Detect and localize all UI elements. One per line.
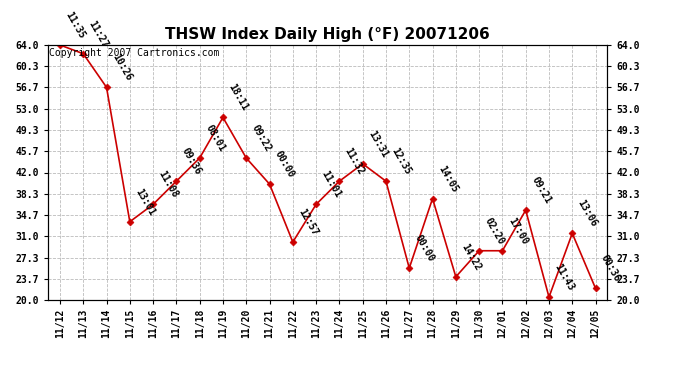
Text: 00:00: 00:00 xyxy=(273,149,297,180)
Text: 09:22: 09:22 xyxy=(250,123,273,153)
Text: 11:01: 11:01 xyxy=(319,169,343,200)
Text: 14:22: 14:22 xyxy=(460,242,483,272)
Text: 09:21: 09:21 xyxy=(529,175,553,206)
Text: 13:01: 13:01 xyxy=(133,187,157,217)
Text: Copyright 2007 Cartronics.com: Copyright 2007 Cartronics.com xyxy=(50,48,220,57)
Text: 11:43: 11:43 xyxy=(553,262,576,292)
Text: 12:57: 12:57 xyxy=(296,207,319,237)
Text: 10:26: 10:26 xyxy=(110,52,133,82)
Text: 13:31: 13:31 xyxy=(366,129,390,159)
Text: 00:36: 00:36 xyxy=(599,254,622,284)
Text: 08:01: 08:01 xyxy=(203,123,226,153)
Text: 13:06: 13:06 xyxy=(575,198,599,229)
Text: 00:00: 00:00 xyxy=(413,233,436,264)
Title: THSW Index Daily High (°F) 20071206: THSW Index Daily High (°F) 20071206 xyxy=(166,27,490,42)
Text: 12:35: 12:35 xyxy=(389,146,413,177)
Text: 11:35: 11:35 xyxy=(63,10,87,40)
Text: 17:00: 17:00 xyxy=(506,216,529,246)
Text: 18:11: 18:11 xyxy=(226,82,250,113)
Text: 11:27: 11:27 xyxy=(87,19,110,49)
Text: 02:20: 02:20 xyxy=(482,216,506,246)
Text: 11:32: 11:32 xyxy=(343,146,366,177)
Text: 11:08: 11:08 xyxy=(157,169,180,200)
Text: 09:36: 09:36 xyxy=(180,146,204,177)
Text: 14:05: 14:05 xyxy=(436,164,460,194)
